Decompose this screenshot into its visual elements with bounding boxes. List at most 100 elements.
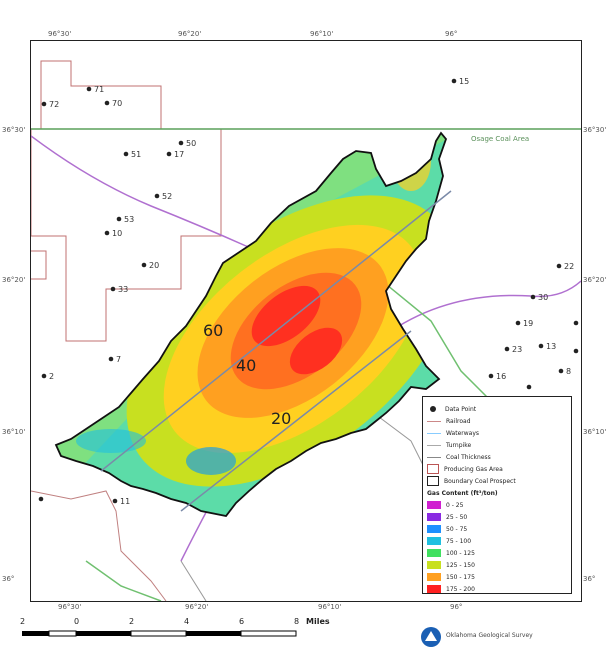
turnpike-green-south [85,560,162,601]
logo-text: Oklahoma Geological Survey [446,632,533,639]
top-tick-1: 96°30' [48,30,72,38]
svg-text:20: 20 [149,261,159,270]
right-tick-1: 36°30' [583,126,607,134]
data-point[interactable]: 52 [154,192,172,201]
svg-text:8: 8 [566,367,571,376]
svg-text:52: 52 [162,192,172,201]
legend-class-row: 150 - 175 [423,571,571,583]
scale-bar-graphic [22,630,297,637]
scale-label: 0 [74,617,80,626]
legend-class-row: 175 - 200 [423,583,571,595]
color-swatch [427,585,441,593]
svg-text:19: 19 [523,319,533,328]
svg-text:23: 23 [512,345,522,354]
color-swatch [427,561,441,569]
svg-text:71: 71 [94,85,104,94]
data-point[interactable]: 22 [556,262,574,271]
railroad-line [31,490,167,601]
producing-area-outline-north [40,60,162,130]
top-tick-3: 96°10' [310,30,334,38]
data-point[interactable]: 16 [488,372,506,381]
legend-class-row: 100 - 125 [423,547,571,559]
line-symbol-icon [427,432,441,434]
data-point[interactable]: 7 [108,355,121,364]
data-point[interactable]: 10 [104,229,122,238]
bottom-tick-1: 96°30' [58,603,82,611]
left-tick-2: 36°20' [2,276,26,284]
data-point[interactable] [526,384,532,390]
waterway-purple-2 [390,280,581,332]
svg-text:7: 7 [116,355,121,364]
top-tick-2: 96°20' [178,30,202,38]
map-frame: 60 40 20 Osage Coal Area 72 71 70 51 50 … [30,40,582,602]
box-symbol-icon [427,476,439,486]
data-point[interactable]: 33 [110,285,128,294]
data-point[interactable]: 13 [538,342,556,351]
data-point[interactable]: 70 [104,99,122,108]
data-point[interactable]: 2 [41,372,54,381]
contour-label-20: 20 [271,409,291,428]
survey-logo-icon [421,627,441,647]
producing-area-outline-west [31,128,222,342]
data-point[interactable]: 17 [166,150,184,159]
data-point[interactable]: 8 [558,367,571,376]
color-swatch [427,513,441,521]
svg-text:2: 2 [49,372,54,381]
scale-bar: 2 0 2 4 6 8 Miles [18,613,330,643]
legend-row-railroad: Railroad [423,415,571,427]
scale-label: 4 [184,617,190,626]
color-swatch [427,573,441,581]
legend-class-row: 125 - 150 [423,559,571,571]
data-point[interactable]: 53 [116,215,134,224]
bottom-tick-4: 96° [450,603,463,611]
data-point[interactable]: 71 [86,85,104,94]
svg-text:30: 30 [538,293,548,302]
svg-text:33: 33 [118,285,128,294]
svg-text:16: 16 [496,372,506,381]
legend-class-row: 0 - 25 [423,499,571,511]
legend-class-row: 25 - 50 [423,511,571,523]
data-point[interactable]: 19 [515,319,533,328]
data-point[interactable] [573,320,579,326]
field-label: Osage Coal Area [471,135,529,143]
right-tick-2: 36°20' [583,276,607,284]
map-legend: Data Point Railroad Waterways Turnpike C… [422,396,572,594]
scale-label: 2 [129,617,135,626]
color-swatch [427,537,441,545]
legend-row-waterways: Waterways [423,427,571,439]
scale-label: 6 [239,617,245,626]
svg-text:10: 10 [112,229,122,238]
color-swatch [427,549,441,557]
svg-text:53: 53 [124,215,134,224]
bottom-tick-2: 96°20' [185,603,209,611]
data-point[interactable]: 20 [141,261,159,270]
data-point[interactable]: 15 [451,77,469,86]
railroad-line-2 [180,560,207,601]
data-point[interactable] [38,496,44,502]
scale-label: 2 [20,617,26,626]
left-tick-3: 36°10' [2,428,26,436]
svg-text:50: 50 [186,139,196,148]
data-point[interactable]: 11 [112,497,130,506]
color-swatch [427,501,441,509]
scale-label: 8 [294,617,300,626]
box-symbol-icon [427,464,439,474]
right-tick-4: 36° [583,575,596,583]
data-point[interactable] [573,348,579,354]
data-point[interactable]: 51 [123,150,141,159]
point-symbol-icon [430,406,436,412]
data-point[interactable]: 30 [530,293,548,302]
right-tick-3: 36°10' [583,428,607,436]
data-point[interactable]: 72 [41,100,59,109]
data-point[interactable]: 23 [504,345,522,354]
contour-label-60: 60 [203,321,223,340]
legend-row-boundary: Boundary Coal Prospect [423,475,571,487]
svg-text:13: 13 [546,342,556,351]
left-tick-4: 36° [2,575,15,583]
legend-class-row: 75 - 100 [423,535,571,547]
svg-text:17: 17 [174,150,184,159]
publisher-logo: Oklahoma Geological Survey [420,622,590,652]
data-point[interactable]: 50 [178,139,196,148]
svg-text:22: 22 [564,262,574,271]
legend-row-data-point: Data Point [423,403,571,415]
